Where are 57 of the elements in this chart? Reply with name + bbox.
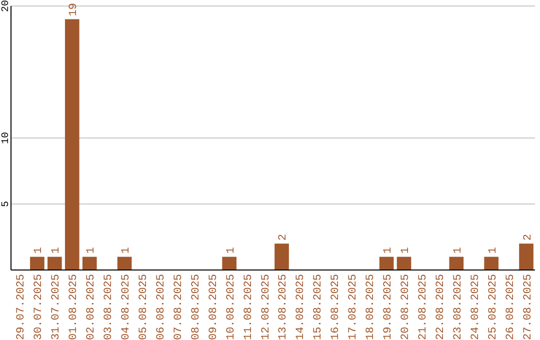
data-label: 1: [33, 246, 46, 254]
x-tick-label: 13.08.2025: [278, 274, 290, 340]
bar: [449, 256, 464, 270]
x-tick-label: 19.08.2025: [382, 274, 395, 340]
x-tick-label: 12.08.2025: [260, 274, 272, 340]
data-label: 1: [487, 246, 500, 254]
y-tick-label: 5: [1, 200, 12, 208]
bar: [117, 256, 132, 270]
data-label: 19: [68, 2, 80, 16]
x-tick-label: 21.08.2025: [417, 274, 430, 340]
x-tick-label: 14.08.2025: [295, 274, 308, 340]
x-tick-label: 16.08.2025: [330, 274, 342, 340]
x-tick-label: 29.07.2025: [16, 274, 28, 340]
x-tick-label: 24.08.2025: [470, 274, 482, 340]
bar: [64, 19, 80, 270]
x-tick-label: 09.08.2025: [208, 274, 220, 340]
bar: [519, 244, 534, 270]
x-tick-label: 26.08.2025: [504, 274, 517, 340]
data-label: 1: [452, 246, 464, 254]
data-label: 1: [50, 246, 63, 254]
bar: [396, 256, 412, 270]
bar: [48, 256, 62, 270]
x-tick-label: 30.07.2025: [33, 274, 46, 340]
bar: [379, 256, 394, 270]
data-label: 1: [225, 246, 238, 254]
x-tick-label: 23.08.2025: [452, 274, 464, 340]
data-label: 2: [278, 234, 290, 241]
x-tick-label: 18.08.2025: [365, 274, 378, 340]
bar: [274, 244, 289, 270]
x-tick-label: 10.08.2025: [225, 274, 238, 340]
data-label: 2: [522, 234, 534, 241]
x-tick-label: 20.08.2025: [400, 274, 412, 340]
x-tick-label: 03.08.2025: [103, 274, 116, 340]
x-tick-label: 04.08.2025: [120, 274, 133, 340]
x-tick-label: 06.08.2025: [155, 274, 168, 340]
data-label: 1: [120, 246, 133, 254]
bar: [30, 256, 44, 270]
bar: [484, 256, 498, 270]
x-tick-label: 17.08.2025: [348, 274, 360, 340]
x-tick-label: 02.08.2025: [86, 274, 98, 340]
x-tick-label: 05.08.2025: [138, 274, 150, 340]
bar: [82, 256, 97, 270]
x-tick-label: 15.08.2025: [312, 274, 325, 340]
bar: [222, 256, 236, 270]
x-tick-label: 11.08.2025: [242, 274, 255, 340]
x-tick-label: 25.08.2025: [487, 274, 500, 340]
x-tick-label: 31.07.2025: [50, 274, 63, 340]
data-label: 1: [400, 246, 412, 254]
data-label: 1: [86, 246, 98, 254]
y-tick-label: 10: [1, 132, 12, 144]
x-tick-label: 22.08.2025: [434, 274, 447, 340]
x-tick-label: 08.08.2025: [190, 274, 202, 340]
data-label: 1: [382, 246, 395, 254]
x-tick-label: 27.08.2025: [522, 274, 534, 340]
x-tick-label: 01.08.2025: [68, 274, 80, 340]
x-tick-label: 07.08.2025: [172, 274, 185, 340]
y-tick-label: 20: [1, 0, 12, 12]
